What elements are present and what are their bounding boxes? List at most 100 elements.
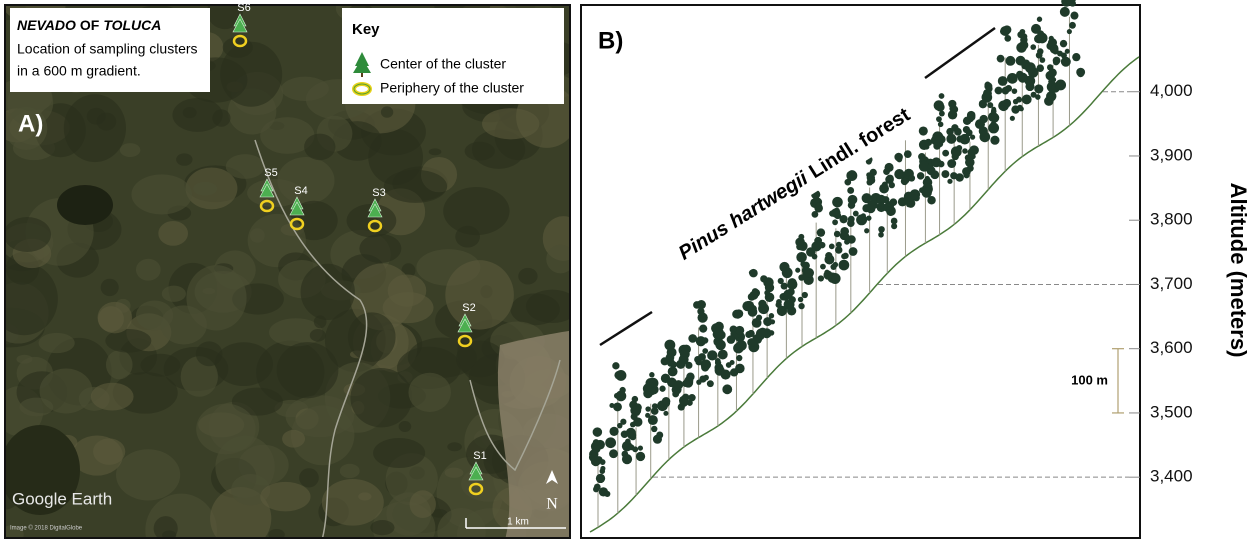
tree-crown xyxy=(908,175,915,182)
tree-crown xyxy=(1016,42,1026,52)
tree-crown xyxy=(616,370,627,381)
tree-crown xyxy=(636,452,645,461)
tree-crown xyxy=(883,168,890,175)
terrain-patch xyxy=(301,264,355,320)
tree-crown xyxy=(889,198,897,206)
tree-crown xyxy=(756,315,762,321)
tree-crown xyxy=(764,290,770,296)
terrain-patch xyxy=(4,217,51,252)
tree-crown xyxy=(990,136,999,145)
tree-crown xyxy=(699,325,707,333)
tree-crown xyxy=(917,172,924,179)
tree-crown xyxy=(955,173,964,182)
tree-crown xyxy=(1061,52,1067,58)
tree-crown xyxy=(965,158,975,168)
tree-crown xyxy=(829,244,835,250)
tree-crown xyxy=(594,484,601,491)
tree-crown xyxy=(839,260,850,271)
tree-crown xyxy=(645,413,650,418)
figure: NEVADOOFTOLUCA Location of sampling clus… xyxy=(0,0,1255,541)
tree-crown xyxy=(749,291,758,300)
tree-crown xyxy=(730,360,735,365)
tree-crown xyxy=(1067,29,1072,34)
title-italic: NEVADO xyxy=(17,17,76,33)
terrain-patch xyxy=(408,373,451,412)
tree-crown xyxy=(1025,82,1034,91)
tree-crown xyxy=(645,385,652,392)
terrain-patch xyxy=(136,259,161,281)
tree-crown xyxy=(843,233,849,239)
tree-crown xyxy=(798,297,803,302)
tree-crown xyxy=(1016,71,1024,79)
tree-crown xyxy=(696,379,701,384)
dark-crater xyxy=(57,185,113,225)
tree-crown xyxy=(674,380,683,389)
site-label: S2 xyxy=(462,302,475,314)
tree-crown xyxy=(659,386,665,392)
terrain-patch xyxy=(212,109,230,126)
tree-crown xyxy=(1007,60,1013,66)
tree-crown xyxy=(600,468,606,474)
tree-crown xyxy=(1004,35,1011,42)
tree-crown xyxy=(1000,29,1006,35)
tree-crown xyxy=(715,340,725,350)
tree-crown xyxy=(664,340,675,351)
terrain-patch xyxy=(304,134,335,161)
terrain-patch xyxy=(447,442,462,451)
title-middle: OF xyxy=(80,17,100,33)
tree-crown xyxy=(1005,85,1012,92)
terrain-patch xyxy=(384,170,447,203)
terrain-patch xyxy=(359,234,401,263)
tree-crown xyxy=(948,110,957,119)
tree-crown xyxy=(847,187,854,194)
tree-crown xyxy=(975,119,985,129)
tree-crown xyxy=(1040,57,1046,63)
tree-crown xyxy=(921,187,931,197)
tree-crown xyxy=(1012,88,1018,94)
tree-crown xyxy=(979,132,990,143)
tree-crown xyxy=(775,302,781,308)
tree-crown xyxy=(622,454,632,464)
tree-crown xyxy=(668,367,678,377)
tree-crown xyxy=(936,116,942,122)
terrain-patch xyxy=(106,350,133,379)
tree-crown xyxy=(800,261,806,267)
terrain-patch xyxy=(260,482,310,511)
site-label: S5 xyxy=(264,167,277,179)
tree-crown xyxy=(1050,45,1058,53)
tree-crown xyxy=(769,330,774,335)
tree-crown xyxy=(604,491,610,497)
tree-crown xyxy=(910,189,920,199)
terrain-patch xyxy=(93,438,125,465)
terrain-patch xyxy=(445,260,514,329)
key-title: Key xyxy=(352,21,380,38)
terrain-patch xyxy=(16,355,32,364)
tree-crown xyxy=(847,219,855,227)
tree-crown xyxy=(1077,70,1084,77)
tree-crown xyxy=(990,113,1000,123)
tree-crown xyxy=(701,359,711,369)
tree-crown xyxy=(656,432,663,439)
tree-crown xyxy=(1031,24,1041,34)
scale-label: 100 m xyxy=(1071,372,1108,387)
tree-crown xyxy=(632,446,638,452)
tree-crown xyxy=(750,305,756,311)
tree-crown xyxy=(609,449,618,458)
tree-crown xyxy=(649,372,654,377)
tree-crown xyxy=(1048,68,1056,76)
tree-crown xyxy=(894,169,904,179)
tree-crown xyxy=(956,145,962,151)
terrain-patch xyxy=(39,333,75,353)
terrain-patch xyxy=(410,490,436,518)
tree-crown xyxy=(698,353,706,361)
tree-crown xyxy=(1061,57,1071,67)
tree-crown xyxy=(747,330,754,337)
tree-crown xyxy=(804,268,814,278)
tree-crown xyxy=(1037,48,1043,54)
tree-crown xyxy=(711,323,721,333)
tree-crown xyxy=(814,204,823,213)
terrain-patch xyxy=(381,106,393,117)
tree-crown xyxy=(927,196,935,204)
terrain-patch xyxy=(162,286,186,302)
tree-crown xyxy=(938,122,944,128)
